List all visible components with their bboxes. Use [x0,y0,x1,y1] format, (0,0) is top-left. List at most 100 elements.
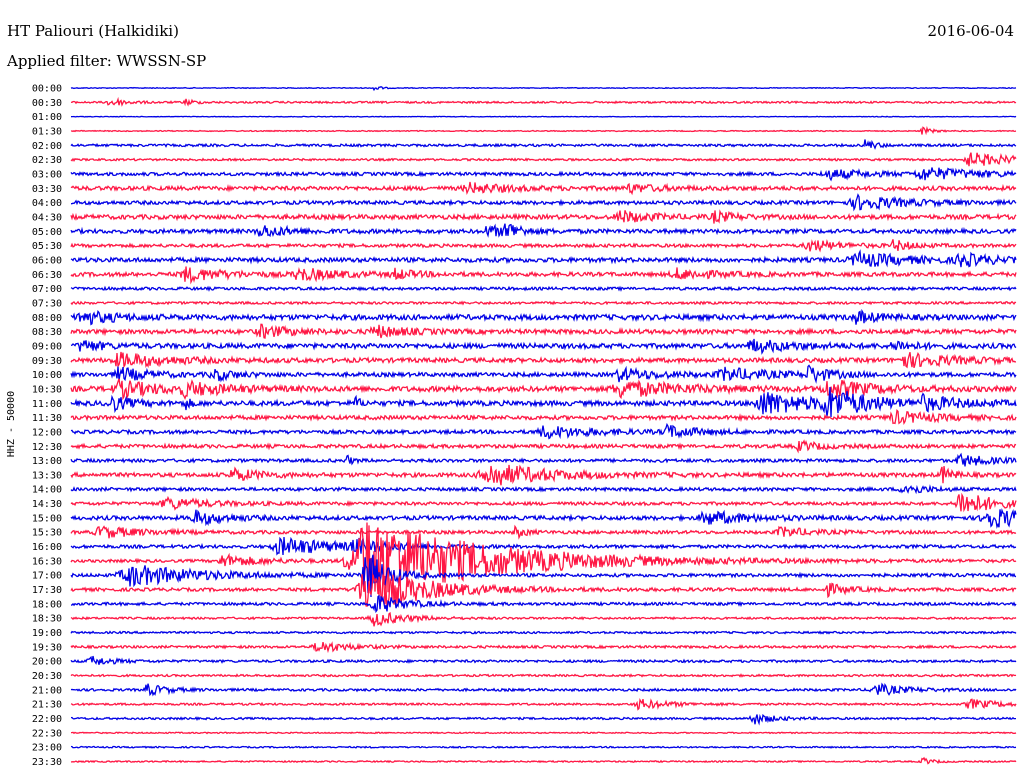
time-label: 20:00 [32,657,62,668]
time-label: 11:00 [32,399,62,410]
trace-line [70,554,1017,598]
time-label: 07:00 [32,284,62,295]
trace-line [70,594,1017,614]
trace-line [70,285,1017,292]
time-label: 17:30 [32,585,62,596]
trace-line [70,745,1017,749]
trace-line [70,338,1017,355]
time-label: 19:00 [32,628,62,639]
trace-line [70,713,1017,726]
trace-line [70,125,1017,136]
time-label: 12:00 [32,427,62,438]
trace-line [70,181,1017,196]
trace-line [70,698,1017,711]
time-label: 00:00 [32,84,62,95]
time-label: 11:30 [32,413,62,424]
filter-label: Applied filter: WWSSN-SP [6,52,206,70]
time-label: 06:30 [32,270,62,281]
time-label: 15:30 [32,528,62,539]
trace-line [70,422,1017,440]
time-label: 13:00 [32,456,62,467]
time-label: 04:00 [32,198,62,209]
trace-line [70,86,1017,92]
time-label: 21:30 [32,700,62,711]
trace-line [70,409,1017,426]
trace-line [70,484,1017,495]
time-label: 03:00 [32,169,62,180]
trace-line [70,756,1017,765]
time-label: 10:00 [32,370,62,381]
trace-line [71,193,1017,212]
time-label: 01:00 [32,112,62,123]
time-label: 13:30 [32,470,62,481]
trace-line [70,439,1017,454]
time-label: 05:00 [32,227,62,238]
trace-line [70,249,1017,268]
trace-line [70,673,1017,678]
time-label: 01:30 [32,126,62,137]
time-label: 09:00 [32,341,62,352]
time-label: 06:00 [32,255,62,266]
time-labels: 00:00 00:30 01:00 01:30 02:00 02:30 03:00 03:30… [32,84,62,769]
time-label: 18:30 [32,614,62,625]
trace-line [70,308,1017,326]
trace-line [70,223,1017,238]
trace-line [70,300,1017,306]
time-label: 19:30 [32,642,62,653]
trace-line [70,536,1017,556]
trace-line [70,266,1017,285]
time-label: 21:00 [32,685,62,696]
time-label: 16:30 [32,556,62,567]
time-label: 17:00 [32,571,62,582]
time-label: 22:30 [32,728,62,739]
trace-line [70,96,1017,107]
time-label: 02:00 [32,141,62,152]
trace-line [70,167,1017,182]
time-label: 07:30 [32,298,62,309]
time-label: 14:30 [32,499,62,510]
channel-axis-label: HHZ - 50000 [6,391,17,457]
trace-line [70,378,1017,401]
trace-line [70,574,1017,608]
trace-line [70,209,1017,224]
time-label: 09:30 [32,356,62,367]
time-label: 02:30 [32,155,62,166]
time-label: 16:00 [32,542,62,553]
trace-line [70,630,1017,635]
station-name: HT Paliouri (Halkidiki) [7,22,179,40]
trace-rows [70,86,1017,765]
time-label: 15:00 [32,513,62,524]
trace-line [70,655,1017,665]
trace-line [70,115,1017,118]
trace-line [70,464,1017,486]
time-label: 23:30 [32,757,62,768]
time-label: 08:30 [32,327,62,338]
trace-line [70,524,1017,540]
trace-line [70,492,1017,513]
time-label: 18:00 [32,599,62,610]
trace-line [70,239,1017,253]
trace-line [70,323,1017,339]
trace-line [70,522,1017,597]
trace-line [70,682,1017,697]
trace-line [70,152,1017,167]
trace-line [70,351,1017,369]
time-label: 22:00 [32,714,62,725]
time-label: 05:30 [32,241,62,252]
time-label: 04:30 [32,212,62,223]
time-label: 03:30 [32,184,62,195]
record-date: 2016-06-04 [928,22,1014,40]
time-label: 23:00 [32,743,62,754]
time-label: 10:30 [32,384,62,395]
time-label: 00:30 [32,98,62,109]
trace-line [70,452,1017,467]
time-label: 12:30 [32,442,62,453]
trace-line [70,731,1017,735]
trace-line [70,508,1017,529]
time-label: 14:00 [32,485,62,496]
trace-line [70,641,1017,654]
trace-line [70,364,1017,384]
trace-line [70,611,1017,627]
trace-line [70,139,1017,150]
